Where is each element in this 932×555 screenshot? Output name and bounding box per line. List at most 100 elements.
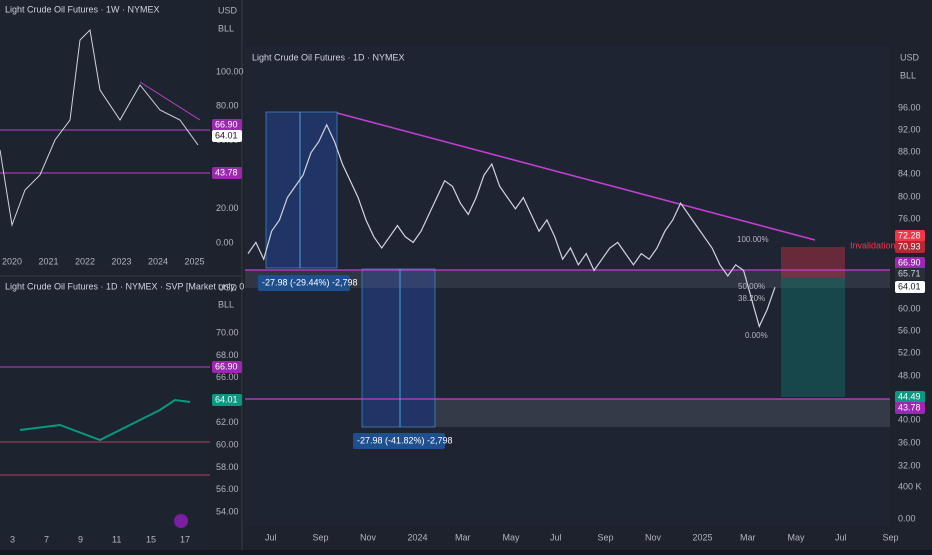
pane-title: Light Crude Oil Futures · 1D · NYMEX	[252, 52, 405, 62]
measure-label-bg	[258, 275, 350, 291]
y-tick-label: 80.00	[898, 191, 921, 201]
y-tick-label: 58.00	[216, 462, 239, 472]
price-tag	[895, 281, 925, 293]
price-tag	[212, 394, 242, 406]
price-label: 64.01	[215, 394, 238, 404]
annotation: Invalidation	[850, 240, 896, 250]
volume-label: 400 K	[898, 481, 922, 491]
profile-pane	[0, 280, 210, 550]
x-tick-label: Sep	[598, 532, 614, 542]
stop-zone	[781, 247, 845, 277]
unit[interactable]: BLL	[218, 23, 234, 33]
price-label: 72.28	[898, 230, 921, 240]
pane-title: Light Crude Oil Futures · 1D · NYMEX · S…	[5, 281, 244, 291]
measure-label: -27.98 (-41.82%) -2,798	[357, 435, 453, 445]
y-tick-label: 76.00	[898, 213, 921, 223]
x-tick-label: 7	[44, 534, 49, 544]
y-tick-label: 52.00	[898, 347, 921, 357]
price-line	[247, 123, 776, 329]
y-tick-label: 36.00	[898, 437, 921, 447]
y-tick-label: 60.00	[898, 303, 921, 313]
x-tick-label: 2024	[148, 256, 168, 266]
price-tag	[895, 257, 925, 269]
x-tick-label: 2025	[693, 532, 713, 542]
x-tick-label: 2020	[2, 256, 22, 266]
y-tick-label: 96.00	[898, 102, 921, 112]
price-tag	[895, 241, 925, 253]
y-tick-label: 62.00	[216, 417, 239, 427]
zone	[435, 399, 890, 427]
x-tick-label: 2023	[112, 256, 132, 266]
measure-label: -27.98 (-29.44%) -2,798	[262, 277, 358, 287]
price-tag	[212, 130, 242, 142]
price-tag	[895, 391, 925, 403]
weekly-price	[0, 28, 199, 227]
y-tick-label: 68.00	[216, 350, 239, 360]
x-tick-label: 11	[112, 534, 121, 544]
price-label: 43.78	[215, 167, 238, 177]
price-label: 44.49	[898, 391, 921, 401]
x-tick-label: 2025	[185, 256, 205, 266]
x-tick-label: 3	[10, 534, 15, 544]
x-tick-label: Sep	[883, 532, 899, 542]
price-label: 65.71	[898, 268, 921, 278]
target-zone	[781, 277, 845, 397]
y-tick-label: 92.00	[898, 124, 921, 134]
y-tick-label: 100.00	[216, 66, 244, 76]
price-tag	[212, 119, 242, 131]
fib-label: 0.00%	[745, 331, 768, 340]
x-tick-label: 15	[146, 534, 156, 544]
x-tick-label: 2021	[39, 256, 59, 266]
y-tick-label: 32.00	[898, 460, 921, 470]
weekly-pane	[0, 0, 210, 270]
price-label: 66.90	[215, 119, 238, 129]
price-tag	[895, 402, 925, 414]
x-tick-label: Jul	[265, 532, 277, 542]
y-tick-label: 66.00	[216, 372, 239, 382]
x-tick-label: Sep	[313, 532, 329, 542]
y-tick-label: 0.00	[216, 237, 234, 247]
price-tag	[895, 268, 925, 280]
currency[interactable]: USD	[218, 5, 238, 15]
x-tick-label: 9	[78, 534, 83, 544]
y-tick-label: 88.00	[898, 146, 921, 156]
x-tick-label: May	[788, 532, 806, 542]
x-tick-label: Jul	[550, 532, 562, 542]
fib-label: 50.00%	[738, 282, 765, 291]
daily-pane	[245, 46, 890, 526]
measure-box	[361, 268, 436, 428]
x-tick-label: Jul	[835, 532, 847, 542]
y-tick-label: 40.00	[898, 414, 921, 424]
price-tag	[895, 230, 925, 242]
currency[interactable]: USD	[218, 282, 238, 292]
x-tick-label: Nov	[360, 532, 377, 542]
price-label: 66.90	[898, 257, 921, 267]
y-tick-label: 80.00	[216, 101, 239, 111]
measure-label-bg	[353, 433, 445, 449]
price-label: 66.90	[215, 361, 238, 371]
price-tag	[212, 361, 242, 373]
price-label: 64.01	[898, 281, 921, 291]
y-tick-label: 54.00	[216, 507, 239, 517]
currency[interactable]: USD	[900, 52, 920, 62]
x-tick-label: 2022	[75, 256, 95, 266]
trendline	[336, 112, 816, 241]
price-label: 70.93	[898, 241, 921, 251]
profile-bars	[19, 398, 191, 442]
price-label: 64.01	[215, 130, 238, 140]
x-tick-label: 2024	[408, 532, 428, 542]
price-label: 43.78	[898, 402, 921, 412]
y-tick-label: 70.00	[216, 327, 239, 337]
y-tick-label: 20.00	[216, 203, 239, 213]
unit[interactable]: BLL	[900, 70, 916, 80]
unit[interactable]: BLL	[218, 299, 234, 309]
x-tick-label: May	[503, 532, 521, 542]
replay-icon[interactable]	[174, 514, 188, 528]
y-tick-label: 84.00	[898, 168, 921, 178]
x-tick-label: Nov	[645, 532, 662, 542]
osc-label: 0.00	[898, 513, 916, 523]
measure-box	[265, 111, 338, 269]
price-tag	[212, 167, 242, 179]
fib-label: 100.00%	[737, 235, 769, 244]
